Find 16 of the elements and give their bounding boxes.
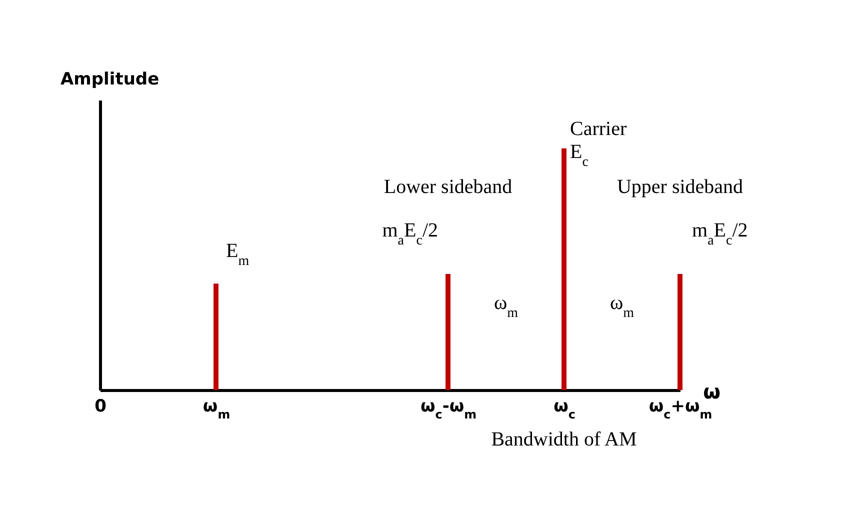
- annotation: m$_{a}$E$_{c}$/2: [382, 220, 438, 248]
- x-axis-title: ω: [703, 380, 720, 404]
- annotation: Lower sideband: [384, 176, 512, 198]
- x-tick-label: 0: [94, 396, 107, 416]
- x-tick-label: ω$_{c}$: [554, 396, 576, 422]
- text: Bandwidth of AM: [491, 428, 637, 450]
- annotation: E$_{m}$: [226, 240, 250, 268]
- text: m$_{a}$E$_{c}$/2: [692, 220, 748, 248]
- annotation: ω$_{m}$: [494, 292, 518, 320]
- y-axis-title: Amplitude: [60, 70, 160, 90]
- annotation: Upper sideband: [616, 176, 744, 198]
- x-tick-label: ω$_{c}$-ω$_{m}$: [420, 396, 477, 422]
- text: Carrier: [570, 118, 627, 140]
- annotation: E$_{c}$: [570, 141, 588, 170]
- x-tick-label: ω$_{m}$: [202, 396, 230, 422]
- annotation: ω$_{m}$: [610, 292, 634, 320]
